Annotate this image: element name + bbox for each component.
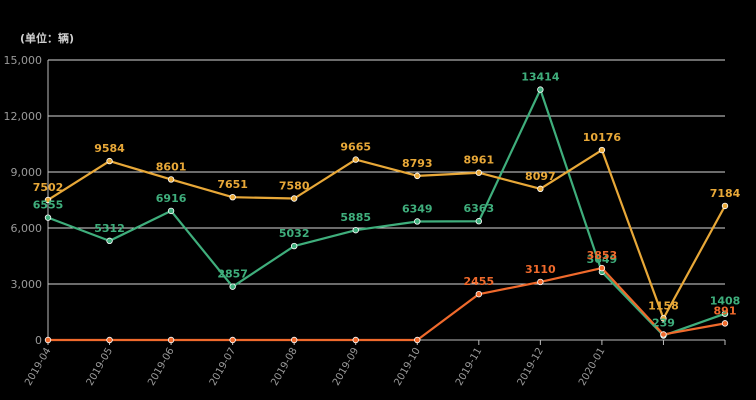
- data-label: 9665: [340, 141, 371, 154]
- data-label: 3649: [587, 253, 618, 266]
- data-label: 3110: [525, 263, 556, 276]
- y-tick-label: 15,000: [4, 54, 43, 67]
- y-tick-label: 3,000: [11, 278, 43, 291]
- data-label: 891: [714, 304, 737, 317]
- series-line: [47, 88, 726, 337]
- data-point: [167, 336, 175, 344]
- data-label: 2857: [217, 268, 248, 281]
- data-point: [352, 156, 359, 163]
- y-axis-ticks: 0 3,000 6,000 9,000 12,000 15,000: [4, 54, 43, 347]
- y-tick-label: 12,000: [4, 110, 43, 123]
- data-point: [290, 195, 298, 202]
- x-tick-label: 2019-05: [85, 346, 115, 388]
- data-point: [414, 336, 421, 344]
- data-point: [721, 320, 729, 327]
- data-label: 8793: [402, 157, 433, 170]
- x-tick-label: 2019-04: [23, 346, 53, 388]
- data-point: [660, 331, 667, 338]
- data-point: [721, 310, 729, 317]
- data-point: [537, 278, 544, 286]
- data-label: 8097: [525, 170, 556, 183]
- data-labels-layer: 6555 5312 6916 2857 5032 5885 6349 6363 13414 364…: [33, 71, 741, 330]
- series-line: [47, 148, 726, 320]
- data-label: 1408: [710, 295, 741, 308]
- data-label: 7580: [279, 180, 310, 193]
- data-label: 2455: [464, 275, 495, 288]
- series-layer: [44, 86, 729, 344]
- data-point: [106, 157, 113, 165]
- data-point: [475, 218, 483, 225]
- series-line: [48, 266, 726, 342]
- data-point: [352, 336, 359, 344]
- data-point: [290, 336, 298, 344]
- x-tick-label: 2019-09: [331, 346, 361, 388]
- data-label: 6363: [464, 202, 495, 215]
- data-point: [167, 176, 175, 183]
- grid-lines: [47, 59, 725, 341]
- data-point: [598, 264, 606, 272]
- data-point: [537, 86, 544, 93]
- data-point: [598, 146, 606, 154]
- data-label: 8601: [156, 160, 187, 173]
- data-point: [537, 185, 544, 193]
- data-point: [721, 202, 729, 210]
- data-point: [229, 336, 236, 344]
- data-label: 5032: [279, 227, 310, 240]
- data-label: 10176: [583, 131, 622, 144]
- y-tick-label: 6,000: [11, 222, 43, 235]
- data-point: [660, 315, 667, 322]
- data-point: [106, 237, 113, 245]
- x-tick-label: 2019-07: [208, 346, 238, 388]
- data-point: [167, 207, 175, 215]
- data-point: [475, 169, 483, 176]
- data-label: 6555: [33, 199, 64, 212]
- data-point: [475, 290, 483, 298]
- data-label: 9584: [94, 142, 125, 155]
- x-tick-label: 2019-06: [146, 346, 176, 388]
- data-label: 7184: [710, 187, 741, 200]
- data-label: 5312: [94, 222, 125, 235]
- y-tick-label: 0: [35, 334, 42, 347]
- data-label: 8961: [464, 154, 495, 167]
- data-point: [44, 336, 52, 344]
- data-point: [352, 226, 359, 234]
- data-label: 6916: [156, 192, 187, 205]
- data-point: [44, 196, 52, 204]
- x-axis: 2019-04 2019-05 2019-06 2019-07 2019-08 2019-…: [23, 340, 726, 388]
- data-label: 7502: [33, 181, 64, 194]
- data-label: 5885: [340, 211, 371, 224]
- data-point: [106, 336, 113, 344]
- data-label: 6349: [402, 202, 433, 215]
- data-label: 3853: [587, 249, 618, 262]
- data-point: [414, 172, 421, 180]
- x-tick-label: 2019-11: [454, 346, 484, 388]
- data-point: [290, 242, 298, 250]
- data-point: [229, 283, 236, 290]
- data-label: 7651: [217, 178, 248, 191]
- data-label: 239: [652, 317, 675, 330]
- x-tick-label: 2019-12: [516, 346, 546, 388]
- unit-label: (单位：辆): [20, 31, 74, 45]
- x-tick-label: 2019-08: [269, 346, 299, 388]
- data-point: [414, 218, 421, 225]
- data-point: [229, 193, 236, 201]
- data-label: 13414: [521, 71, 560, 84]
- data-label: 1158: [648, 299, 679, 312]
- x-tick-label: 2019-10: [392, 346, 422, 388]
- y-tick-label: 9,000: [11, 166, 43, 179]
- x-tick-label: 2020-01: [577, 346, 607, 388]
- data-point: [44, 214, 52, 221]
